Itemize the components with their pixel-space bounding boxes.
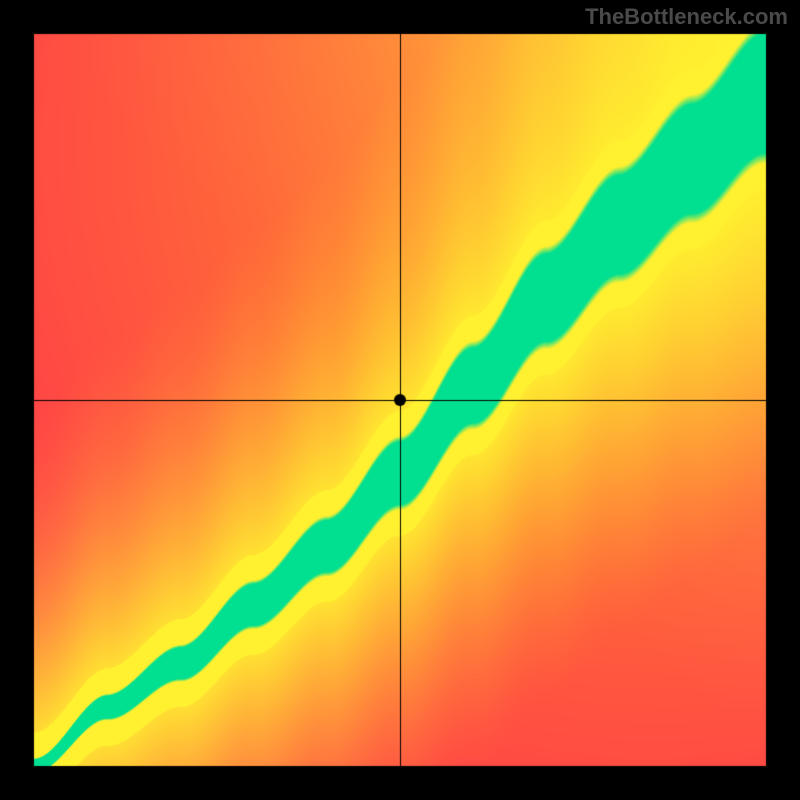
watermark-text: TheBottleneck.com bbox=[585, 4, 788, 30]
bottleneck-heatmap bbox=[0, 0, 800, 800]
